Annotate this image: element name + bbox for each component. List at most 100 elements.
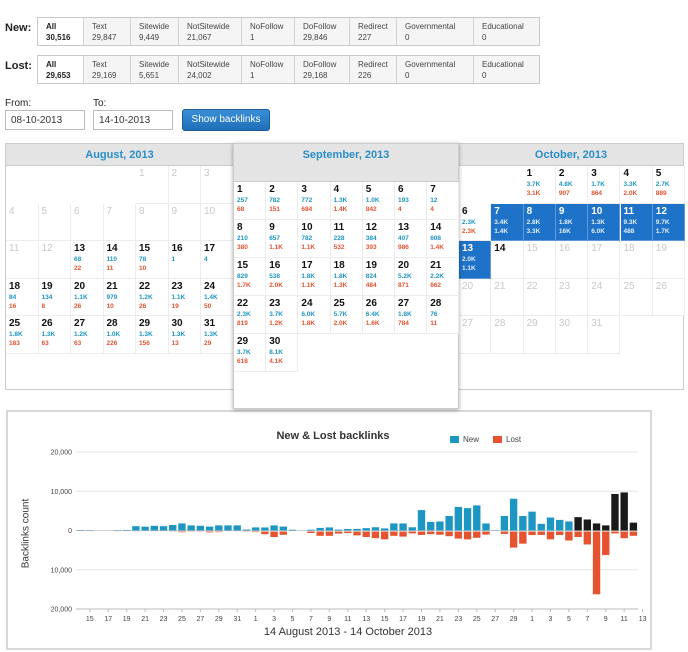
calendar-day[interactable]: 7 — [103, 203, 136, 241]
calendar-day[interactable]: 10 — [201, 203, 234, 241]
calendar-day[interactable]: 22 — [523, 278, 556, 316]
show-backlinks-button[interactable]: Show backlinks — [182, 109, 270, 131]
calendar-day[interactable]: 8 — [136, 203, 169, 241]
calendar-day[interactable]: 26 1.3K 63 — [38, 316, 71, 354]
calendar-day[interactable]: 28 1.0K 226 — [103, 316, 136, 354]
calendar-day[interactable]: 29 1.3K 156 — [136, 316, 169, 354]
calendar-day[interactable]: 29 3.7K 618 — [234, 334, 267, 372]
calendar-day[interactable]: 16 1 — [168, 241, 201, 279]
calendar-day[interactable]: 10 1.3K 6.0K — [588, 203, 621, 241]
calendar-day[interactable]: 13 407 986 — [395, 220, 428, 258]
calendar-day[interactable]: 19 134 8 — [38, 278, 71, 316]
calendar-day[interactable]: 8 210 380 — [234, 220, 267, 258]
stat-text[interactable]: Text 29,169 — [84, 56, 131, 83]
calendar-day[interactable]: 1 3.7K 3.1K — [523, 166, 556, 204]
calendar-day[interactable]: 18 84 16 — [6, 278, 39, 316]
calendar-day[interactable]: 18 — [620, 241, 653, 279]
calendar-day[interactable]: 23 3.7K 1.2K — [266, 296, 299, 334]
stat-educational[interactable]: Educational 0 — [474, 56, 539, 83]
calendar-day[interactable]: 6 2.3K 2.3K — [459, 203, 492, 241]
calendar-day[interactable]: 15 829 1.7K — [234, 258, 267, 296]
stat-governmental[interactable]: Governmental 0 — [397, 18, 474, 45]
calendar-day[interactable]: 14 110 11 — [103, 241, 136, 279]
from-date-input[interactable] — [5, 110, 85, 130]
calendar-day[interactable]: 16 538 2.0K — [266, 258, 299, 296]
calendar-day[interactable]: 4 1.3K 1.4K — [330, 182, 363, 220]
calendar-day[interactable]: 5 2.7K 889 — [652, 166, 686, 204]
stat-educational[interactable]: Educational 0 — [474, 18, 539, 45]
stat-sitewide[interactable]: Sitewide 9,449 — [131, 18, 179, 45]
calendar-day[interactable]: 24 6.0K 1.8K — [298, 296, 331, 334]
calendar-day[interactable]: 5 — [38, 203, 71, 241]
calendar-day[interactable]: 1 257 68 — [234, 182, 267, 220]
stat-nofollow[interactable]: NoFollow 1 — [242, 18, 295, 45]
calendar-day[interactable]: 8 2.8K 3.3K — [523, 203, 556, 241]
stat-notsitewide[interactable]: NotSitewide 24,002 — [179, 56, 242, 83]
calendar-day[interactable]: 5 1.0K 842 — [362, 182, 395, 220]
calendar-day[interactable]: 11 9.3K 488 — [620, 203, 653, 241]
calendar-day[interactable]: 20 1.1K 26 — [71, 278, 104, 316]
calendar-day[interactable]: 25 5.7K 2.0K — [330, 296, 363, 334]
calendar-day[interactable]: 31 — [588, 316, 621, 354]
calendar-day[interactable]: 27 1.2K 63 — [71, 316, 104, 354]
calendar-day[interactable]: 3 1.7K 864 — [588, 166, 621, 204]
calendar-day[interactable]: 28 — [491, 316, 524, 354]
calendar-day[interactable]: 9 657 1.1K — [266, 220, 299, 258]
stat-all[interactable]: All 30,516 — [38, 18, 84, 45]
calendar-day[interactable]: 14 608 1.4K — [427, 220, 460, 258]
calendar-day[interactable]: 6 193 4 — [395, 182, 428, 220]
calendar-day[interactable]: 26 6.4K 1.6K — [362, 296, 395, 334]
calendar-day[interactable]: 17 4 — [201, 241, 234, 279]
calendar-day[interactable]: 3 772 684 — [298, 182, 331, 220]
calendar-day[interactable]: 12 9.7K 1.7K — [652, 203, 686, 241]
calendar-day[interactable]: 25 — [620, 278, 653, 316]
calendar-day[interactable]: 19 — [652, 241, 686, 279]
calendar-day[interactable]: 11 228 532 — [330, 220, 363, 258]
calendar-day[interactable]: 6 — [71, 203, 104, 241]
calendar-day[interactable]: 17 — [588, 241, 621, 279]
calendar-day[interactable]: 22 2.3K 819 — [234, 296, 267, 334]
calendar-day[interactable]: 9 1.8K 16K — [555, 203, 589, 241]
calendar-day[interactable]: 9 — [168, 203, 201, 241]
calendar-day[interactable]: 25 1.8K 183 — [6, 316, 39, 354]
calendar-day[interactable]: 12 — [38, 241, 71, 279]
calendar-day[interactable]: 11 — [6, 241, 39, 279]
to-date-input[interactable] — [93, 110, 173, 130]
calendar-day[interactable]: 18 1.8K 1.3K — [330, 258, 363, 296]
stat-nofollow[interactable]: NoFollow 1 — [242, 56, 295, 83]
calendar-day[interactable]: 26 — [652, 278, 686, 316]
calendar-day[interactable]: 27 — [459, 316, 492, 354]
calendar-day[interactable]: 27 1.8K 784 — [395, 296, 428, 334]
calendar-day[interactable]: 20 5.2K 871 — [395, 258, 428, 296]
calendar-day[interactable]: 1 — [136, 166, 169, 204]
calendar-day[interactable]: 4 3.3K 2.0K — [620, 166, 653, 204]
calendar-day[interactable]: 17 1.8K 1.1K — [298, 258, 331, 296]
calendar-day[interactable]: 19 824 484 — [362, 258, 395, 296]
calendar-day[interactable]: 15 78 10 — [136, 241, 169, 279]
stat-text[interactable]: Text 29,847 — [84, 18, 131, 45]
stat-redirect[interactable]: Redirect 227 — [350, 18, 397, 45]
calendar-day[interactable]: 2 4.8K 907 — [555, 166, 589, 204]
calendar-day[interactable]: 22 1.2K 26 — [136, 278, 169, 316]
calendar-day[interactable]: 23 — [555, 278, 589, 316]
stat-all[interactable]: All 29,653 — [38, 56, 84, 83]
calendar-day[interactable]: 15 — [523, 241, 556, 279]
calendar-day[interactable]: 31 1.3K 29 — [201, 316, 234, 354]
calendar-day[interactable]: 30 — [555, 316, 589, 354]
calendar-day[interactable]: 21 2.2K 662 — [427, 258, 460, 296]
calendar-day[interactable]: 13 68 22 — [71, 241, 104, 279]
calendar-day[interactable]: 14 — [491, 241, 524, 279]
calendar-day[interactable]: 24 — [588, 278, 621, 316]
calendar-day[interactable]: 23 1.1K 19 — [168, 278, 201, 316]
stat-dofollow[interactable]: DoFollow 29,846 — [295, 18, 350, 45]
calendar-day[interactable]: 10 782 1.1K — [298, 220, 331, 258]
calendar-day[interactable]: 3 — [201, 166, 234, 204]
calendar-day[interactable]: 30 8.1K 4.1K — [266, 334, 299, 372]
calendar-day[interactable]: 21 — [491, 278, 524, 316]
calendar-day[interactable]: 29 — [523, 316, 556, 354]
calendar-day[interactable]: 12 384 393 — [362, 220, 395, 258]
calendar-day[interactable]: 20 — [459, 278, 492, 316]
calendar-day[interactable]: 24 1.4K 50 — [201, 278, 234, 316]
calendar-day[interactable]: 7 12 4 — [427, 182, 460, 220]
calendar-day[interactable]: 2 — [168, 166, 201, 204]
